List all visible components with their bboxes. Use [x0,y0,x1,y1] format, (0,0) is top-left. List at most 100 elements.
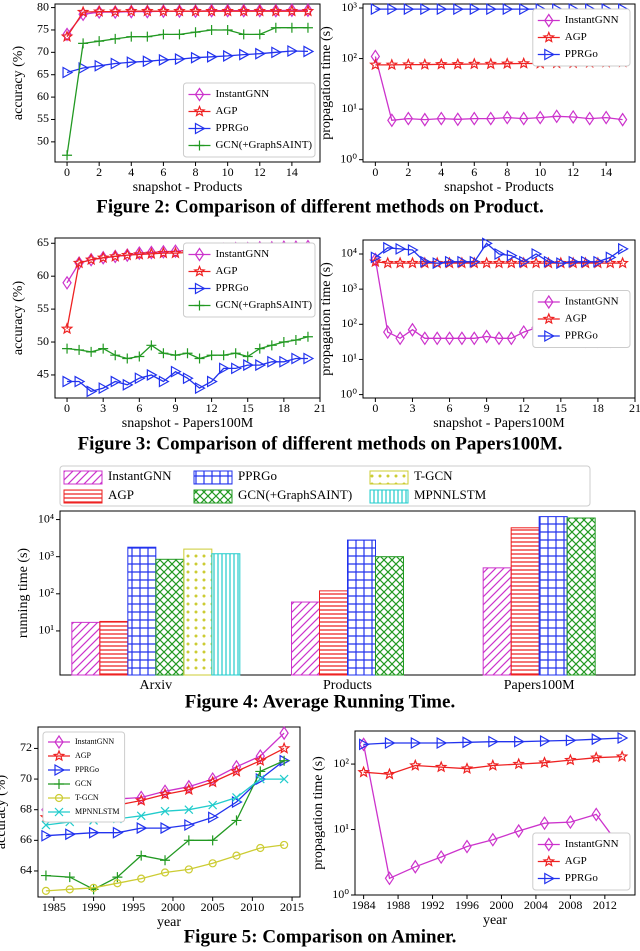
data-point [41,829,53,842]
data-point [122,353,133,364]
data-point [113,879,122,888]
data-point [110,350,121,361]
legend-swatch [63,489,103,504]
data-point [290,335,301,346]
data-point [253,754,267,766]
y-tick-label: 10³ [341,0,357,14]
data-point [137,874,146,883]
data-point [89,883,98,892]
data-point [142,55,154,68]
legend-label: PPRGo [215,122,249,134]
data-point [221,4,234,17]
data-point [357,765,370,778]
data-point [513,823,524,839]
legend-label: PPRGo [215,282,249,294]
data-point [568,255,580,268]
x-tick-label: 10 [534,165,546,179]
legend-box [182,82,316,158]
data-point [539,734,551,748]
data-point [158,787,172,800]
data-point [135,793,148,806]
legend-box [59,465,591,507]
data-point [124,4,138,17]
data-point [591,733,603,746]
x-tick-label: 2000 [489,898,513,912]
data-point [109,5,122,18]
data-point [502,3,514,16]
data-point [255,359,267,372]
data-point [506,331,517,346]
data-point [418,58,432,70]
y-tick-label: 70 [20,771,32,785]
data-point [232,851,241,860]
data-point [266,340,277,351]
data-point [238,3,249,18]
data-point [383,241,394,254]
plot-frame [54,237,321,399]
data-point [512,757,525,770]
y-axis-title: propagation time (s) [311,756,326,870]
data-point [136,790,146,805]
data-point [280,840,289,850]
data-point [384,736,396,749]
data-point [383,325,393,340]
x-tick-label: 14 [286,165,298,179]
data-point [190,27,201,38]
data-point [539,816,550,831]
x-axis-title: snapshot - Products [444,180,554,195]
data-point [141,4,154,17]
x-tick-label: 4 [438,165,444,179]
plot-frame [54,3,321,163]
bar [319,590,348,676]
legend-marker [54,734,64,750]
x-tick-label: 10 [222,165,234,179]
y-axis-title: propagation time (s) [319,26,334,140]
data-point [387,113,397,128]
y-tick-label: 80 [37,0,49,13]
data-point [120,248,134,261]
y-tick-label: 68 [20,801,32,815]
legend-marker [544,872,556,885]
data-point [158,53,170,66]
data-point [78,38,89,49]
y-tick-label: 50 [37,334,49,348]
data-point [462,736,474,749]
data-point [538,756,551,768]
data-point [432,257,444,270]
data-point [184,779,194,794]
data-point [243,359,254,372]
legend-marker [544,48,556,61]
y-tick-label: 10² [38,586,54,600]
data-point [206,375,218,388]
data-point [556,257,568,270]
data-point [146,368,158,381]
data-point [62,375,74,388]
data-point [457,255,469,268]
y-tick-label: 66 [20,832,32,846]
x-tick-label: 2 [405,165,411,179]
y-tick-label: 10¹ [341,351,357,365]
data-point [134,246,145,261]
data-point [157,246,170,259]
data-point [88,826,100,839]
legend-marker [52,749,66,762]
y-axis-title: running time (s) [16,548,31,639]
x-tick-label: 2008 [558,898,582,912]
legend-swatch [63,470,103,485]
series-line [66,9,308,35]
data-point [62,66,74,79]
legend-label: InstantGNN [215,88,269,100]
legend-label: AGP [565,855,587,867]
data-point [94,59,106,72]
data-point [160,822,172,835]
data-point [519,3,530,16]
data-point [160,784,170,799]
legend-box [532,8,631,67]
legend-box [532,832,631,891]
x-axis-title: snapshot - Products [133,180,243,195]
y-axis-title: accuracy (%) [0,775,9,850]
legend-label: AGP [215,105,237,117]
data-point [303,45,315,58]
data-point [590,751,603,764]
series-line [362,744,623,880]
